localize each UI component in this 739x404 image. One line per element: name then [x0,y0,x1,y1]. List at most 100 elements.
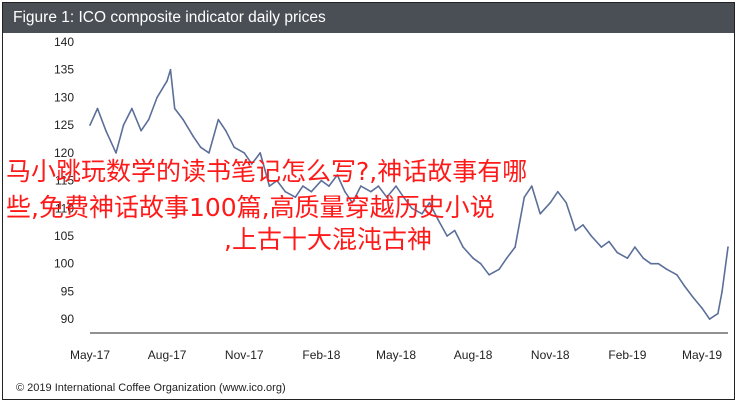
x-tick-label: Nov-17 [225,348,264,362]
data-point [208,152,210,154]
data-point [199,146,202,149]
data-point [328,185,330,187]
data-point [115,152,117,154]
y-tick-label: 90 [61,312,75,326]
x-tick-label: Aug-17 [148,348,187,362]
data-point [505,257,508,260]
data-point [539,213,541,215]
data-point [531,185,533,187]
data-point [122,124,125,126]
data-point [192,135,194,137]
chart-title: Figure 1: ICO composite indicator daily … [13,9,326,26]
data-point [582,224,584,226]
data-point [166,80,168,82]
x-tick-label: Feb-19 [608,348,646,362]
y-tick-label: 110 [55,201,74,215]
data-point [310,190,313,193]
data-point [557,190,559,193]
x-tick-label: Nov-18 [531,348,570,362]
series-group [89,68,729,320]
y-tick-label: 105 [54,229,74,243]
data-point [650,262,652,265]
data-point [395,185,397,187]
data-point [89,124,91,126]
y-tick-label: 125 [54,118,74,132]
data-point [105,129,107,132]
data-point [590,235,593,237]
data-point [666,268,668,271]
x-tick-label: Feb-18 [302,348,340,362]
data-point [169,68,172,71]
data-point [437,218,439,221]
data-point [721,290,723,293]
data-point [488,274,490,276]
data-point [173,107,176,110]
data-point [549,201,552,204]
data-point [276,179,278,182]
data-point [479,262,482,265]
data-point [360,185,362,187]
data-point [233,146,235,149]
data-point [626,257,629,260]
data-point [676,274,678,276]
data-point [351,201,354,204]
data-point [498,268,500,271]
data-point [421,213,423,215]
title-bar: Figure 1: ICO composite indicator daily … [3,3,734,33]
data-point [284,190,287,193]
data-point [268,185,271,187]
data-point [523,196,526,198]
overlay-text-line-1: 马小跳玩数学的读书笔记怎么写?,神话故事有哪 [6,157,528,186]
data-point [251,163,253,165]
data-point [727,246,729,248]
data-point [402,196,405,198]
data-point [344,190,346,193]
data-point [243,152,246,154]
overlay-text-line-2: 些,免费神话故事100篇,高质量穿越历史小说 [6,193,495,222]
data-point [96,107,99,110]
y-tick-label: 95 [61,284,75,298]
data-point [336,174,339,176]
data-point [294,196,297,198]
data-point [634,246,636,248]
data-point [608,240,610,243]
data-point [428,201,431,204]
y-tick-label: 130 [54,90,74,104]
data-point [708,318,711,320]
data-point [717,312,719,315]
data-point [377,185,380,187]
data-point [131,107,133,110]
data-point [472,257,474,260]
data-point [411,207,413,210]
price-series-line [89,68,729,320]
y-tick-label: 115 [55,174,74,188]
x-tick-label: May-17 [70,348,110,362]
data-point [616,251,619,254]
tick-labels: 90 95 100 105 110 115 120 125 130 135 140 May-17 Aug… [54,35,722,362]
x-tick-label: May-18 [376,348,416,362]
data-point [147,118,150,121]
data-point [453,229,456,232]
data-point [302,185,304,187]
y-tick-label: 120 [54,146,74,160]
data-point [514,246,516,248]
data-point [701,307,703,309]
data-point [462,246,464,248]
data-point [574,229,577,232]
data-point [182,118,184,121]
data-point [140,129,142,132]
y-tick-label: 140 [54,35,74,49]
copyright-footer: © 2019 International Coffee Organization… [16,382,286,394]
x-tick-label: Aug-18 [454,348,493,362]
data-point [386,196,388,198]
data-point [600,246,603,248]
data-point [642,257,645,260]
data-point [320,179,323,182]
data-point [446,235,448,237]
data-point [156,96,158,99]
data-point [683,285,686,287]
data-point [565,201,567,204]
data-point [217,118,220,121]
y-tick-label: 100 [54,257,74,271]
